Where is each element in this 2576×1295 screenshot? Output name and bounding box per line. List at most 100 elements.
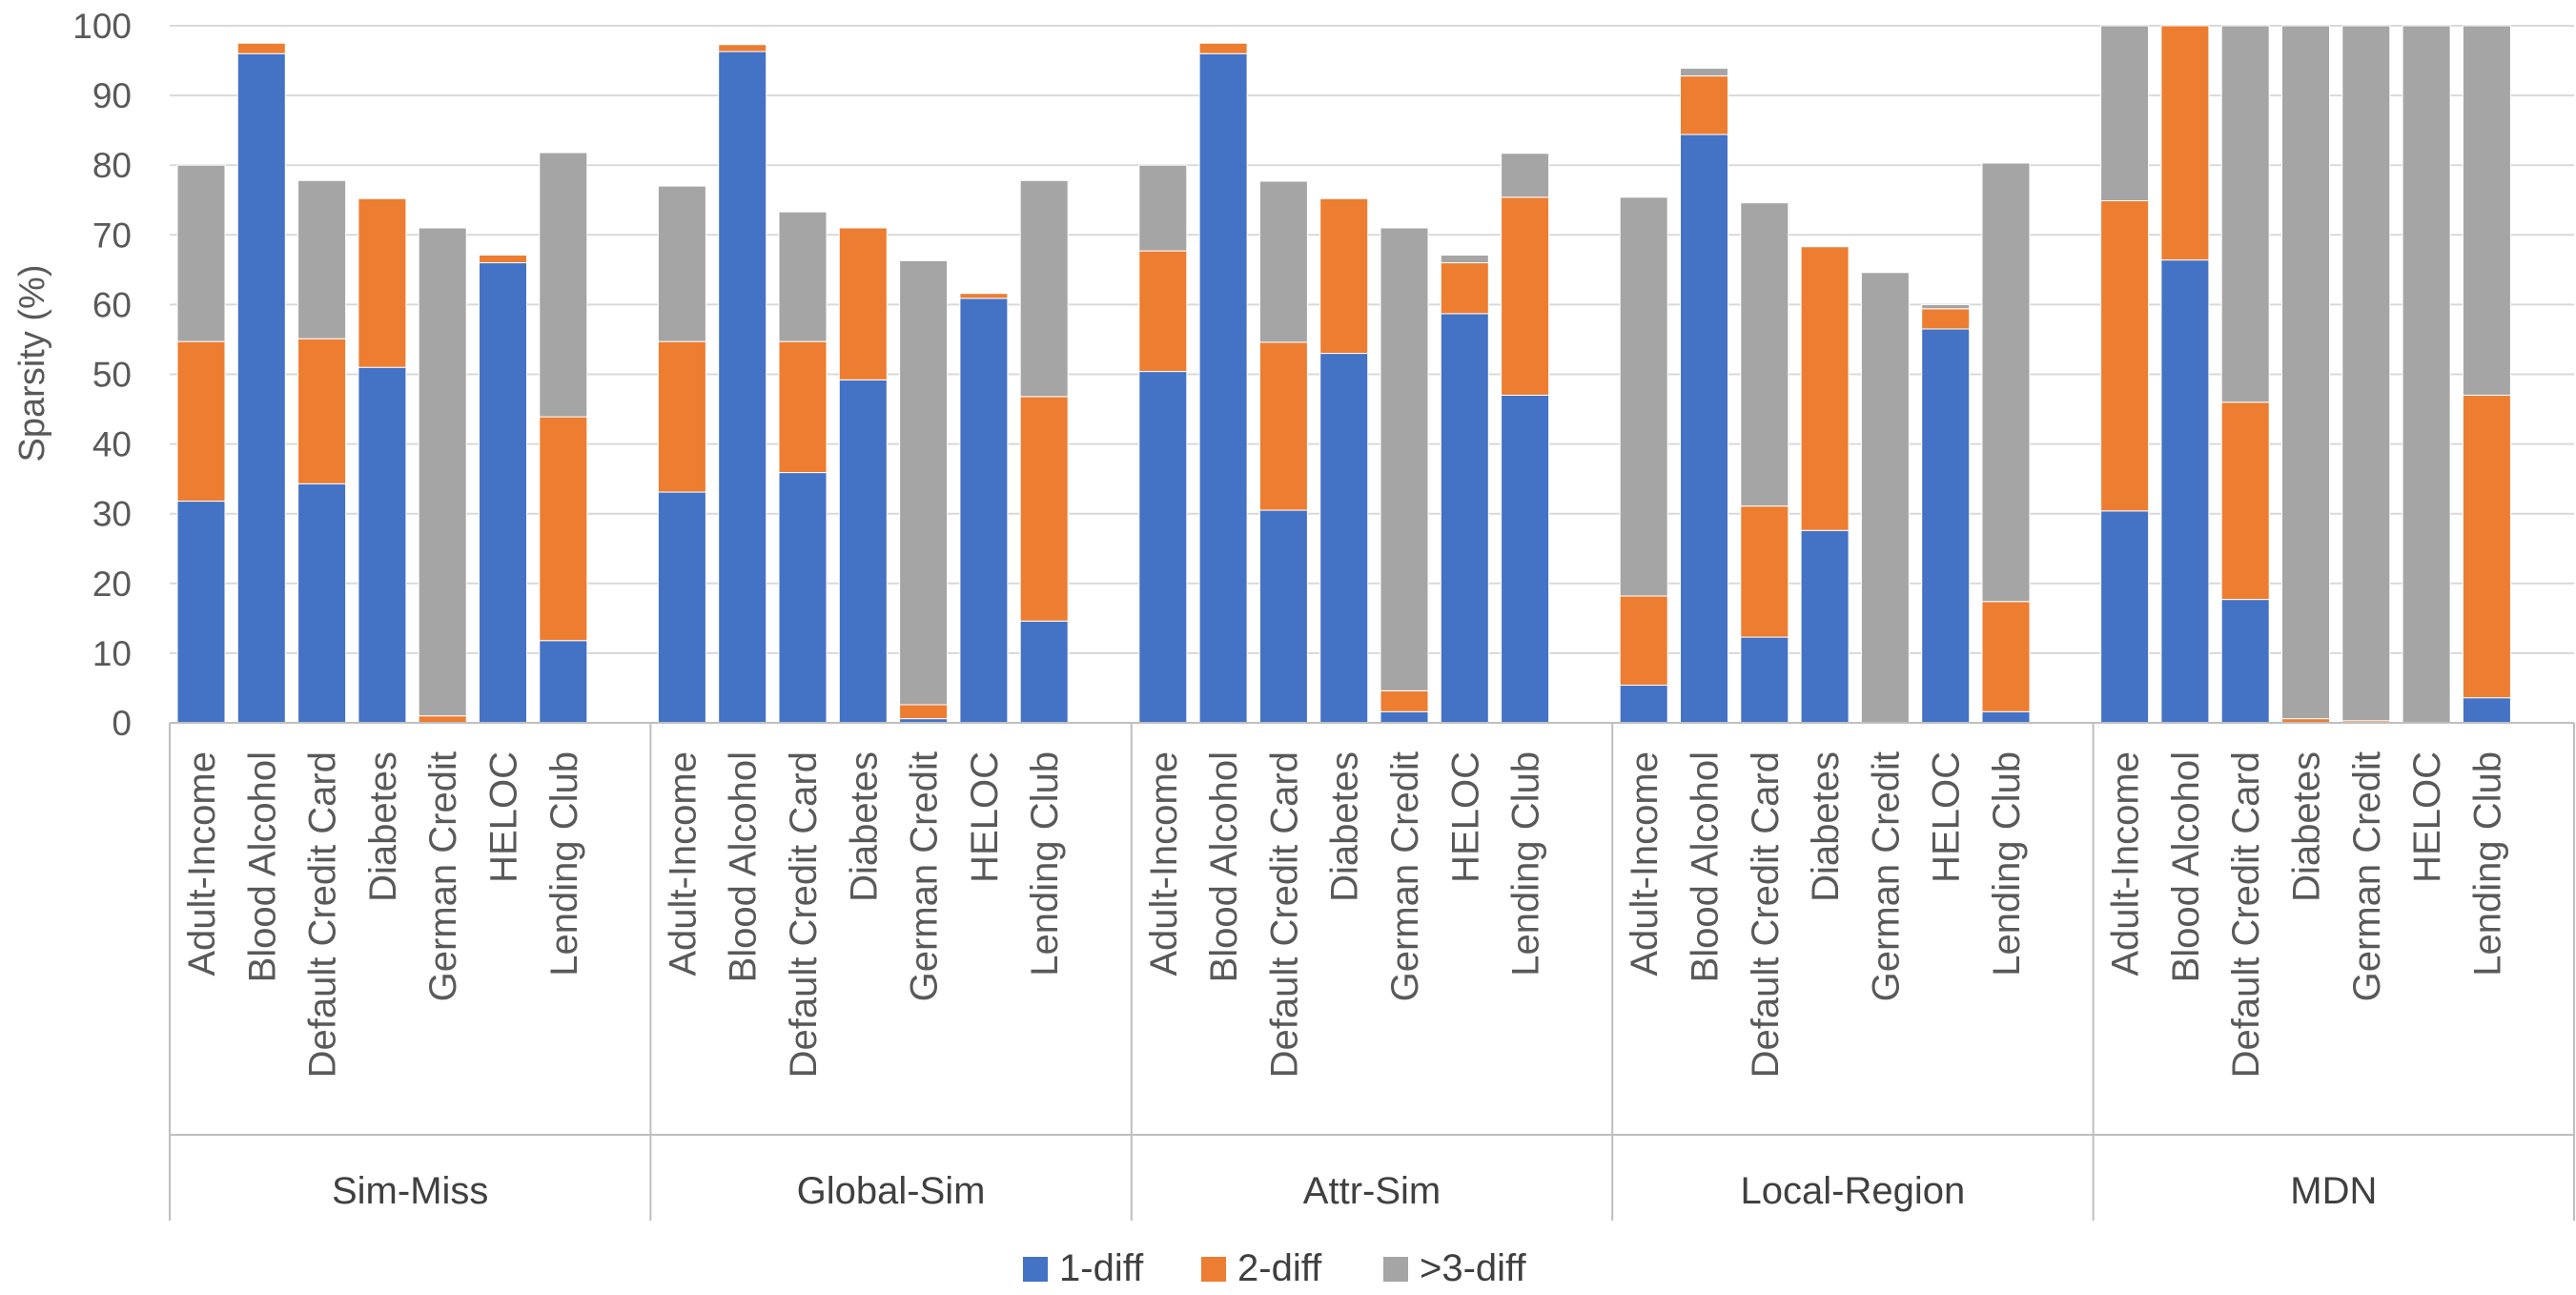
bar-sim-miss-blood-alcohol-1-diff <box>236 52 286 724</box>
y-tick-label: 80 <box>92 146 132 185</box>
x-category-label: HELOC <box>2406 751 2448 883</box>
bar-local-region-default-credit-card-3-diff <box>1740 202 1789 507</box>
x-category-label: Default Credit Card <box>302 751 344 1078</box>
bar-attr-sim-german-credit-2-diff <box>1380 689 1429 712</box>
bar-global-sim-lending-club-2-diff <box>1019 396 1069 622</box>
x-category-label: Blood Alcohol <box>723 751 765 982</box>
bar-local-region-heloc-2-diff <box>1921 308 1971 330</box>
bar-attr-sim-blood-alcohol-2-diff <box>1198 42 1248 54</box>
x-category-label: Blood Alcohol <box>1685 751 1727 982</box>
x-category-label: Default Credit Card <box>2225 751 2267 1078</box>
x-category-label: HELOC <box>964 751 1006 883</box>
x-category-label: Diabetes <box>1805 751 1847 902</box>
x-category-label: Diabetes <box>843 751 885 902</box>
x-category-label: HELOC <box>483 751 525 883</box>
bar-sim-miss-lending-club-3-diff <box>539 152 588 418</box>
bar-global-sim-blood-alcohol-2-diff <box>718 44 767 52</box>
x-category-label: Adult-Income <box>181 751 223 976</box>
bar-attr-sim-heloc-2-diff <box>1440 262 1489 315</box>
x-category-label: Blood Alcohol <box>1203 751 1245 982</box>
bar-global-sim-lending-club-3-diff <box>1019 179 1069 398</box>
x-category-label: Lending Club <box>1024 751 1066 976</box>
bar-mdn-default-credit-card-1-diff <box>2220 599 2270 724</box>
bar-local-region-adult-income-2-diff <box>1619 595 1668 687</box>
y-tick-label: 30 <box>92 495 132 534</box>
bar-local-region-lending-club-1-diff <box>1981 710 2031 724</box>
x-category-label: HELOC <box>1926 751 1968 883</box>
y-tick-label: 0 <box>112 704 132 743</box>
bar-sim-miss-diabetes-1-diff <box>358 366 407 724</box>
x-category-label: German Credit <box>2346 751 2388 1001</box>
x-category-label: Default Credit Card <box>1745 751 1787 1078</box>
bar-global-sim-adult-income-3-diff <box>657 185 706 342</box>
x-category-label: Adult-Income <box>1624 751 1666 976</box>
group-label-attr-sim: Attr-Sim <box>1303 1170 1441 1212</box>
bar-sim-miss-adult-income-2-diff <box>176 340 226 503</box>
bar-sim-miss-default-credit-card-1-diff <box>297 483 347 724</box>
bar-mdn-lending-club-2-diff <box>2462 394 2511 699</box>
bar-sim-miss-lending-club-2-diff <box>539 416 588 642</box>
x-category-label: German Credit <box>1865 751 1907 1001</box>
bar-attr-sim-heloc-3-diff <box>1440 254 1489 264</box>
bar-mdn-german-credit-3-diff <box>2341 25 2391 722</box>
bar-sim-miss-default-credit-card-2-diff <box>297 338 347 484</box>
bar-mdn-heloc-3-diff <box>2402 25 2451 724</box>
x-category-label: German Credit <box>422 751 464 1001</box>
bars <box>176 25 2511 724</box>
bar-mdn-blood-alcohol-1-diff <box>2160 259 2210 724</box>
bar-local-region-blood-alcohol-2-diff <box>1680 75 1728 135</box>
y-tick-label: 60 <box>92 285 132 324</box>
x-category-label: Lending Club <box>543 751 585 976</box>
bar-local-region-adult-income-3-diff <box>1619 196 1668 597</box>
bar-global-sim-blood-alcohol-1-diff <box>718 51 767 724</box>
bar-sim-miss-german-credit-3-diff <box>418 227 467 717</box>
bar-attr-sim-default-credit-card-1-diff <box>1258 509 1308 724</box>
y-tick-label: 50 <box>92 356 132 395</box>
bar-mdn-adult-income-2-diff <box>2100 199 2150 512</box>
bar-local-region-default-credit-card-1-diff <box>1740 636 1789 724</box>
bar-sim-miss-german-credit-2-diff <box>418 715 467 724</box>
bar-attr-sim-adult-income-2-diff <box>1138 250 1188 373</box>
bar-global-sim-default-credit-card-2-diff <box>778 340 828 474</box>
bar-local-region-lending-club-2-diff <box>1981 601 2031 712</box>
bar-mdn-adult-income-3-diff <box>2100 25 2150 201</box>
bar-attr-sim-diabetes-2-diff <box>1319 197 1369 355</box>
bar-attr-sim-lending-club-1-diff <box>1501 394 1550 724</box>
bar-attr-sim-default-credit-card-2-diff <box>1258 341 1308 511</box>
bar-local-region-default-credit-card-2-diff <box>1740 505 1789 638</box>
bar-attr-sim-lending-club-2-diff <box>1501 196 1550 396</box>
bar-global-sim-default-credit-card-1-diff <box>778 472 828 724</box>
legend: 1-diff 2-diff >3-diff <box>1023 1247 1526 1289</box>
legend-label-1-diff: 1-diff <box>1059 1247 1144 1289</box>
bar-global-sim-german-credit-2-diff <box>899 704 949 720</box>
bar-mdn-blood-alcohol-2-diff <box>2160 25 2210 261</box>
x-category-label: Lending Club <box>1505 751 1547 976</box>
bar-global-sim-diabetes-1-diff <box>838 379 888 724</box>
y-tick-label: 70 <box>92 216 132 255</box>
y-tick-label: 40 <box>92 425 132 464</box>
legend-label-2-diff: 2-diff <box>1237 1247 1322 1289</box>
x-category-label: Blood Alcohol <box>2165 751 2207 982</box>
bar-sim-miss-default-credit-card-3-diff <box>297 179 347 339</box>
bar-sim-miss-adult-income-3-diff <box>176 164 226 342</box>
bar-local-region-lending-club-3-diff <box>1981 162 2031 603</box>
bar-mdn-diabetes-3-diff <box>2281 25 2330 720</box>
bar-sim-miss-lending-club-1-diff <box>539 640 588 724</box>
bar-attr-sim-adult-income-3-diff <box>1138 164 1188 252</box>
bar-global-sim-default-credit-card-3-diff <box>778 211 828 342</box>
bar-local-region-diabetes-2-diff <box>1800 246 1850 531</box>
y-tick-label: 10 <box>92 634 132 673</box>
x-category-label: Lending Club <box>1986 751 2028 976</box>
bar-mdn-adult-income-1-diff <box>2100 510 2150 724</box>
y-axis-title: Sparsity (%) <box>12 265 52 462</box>
x-category-label: Diabetes <box>2286 751 2328 902</box>
axes: 0 10 20 30 40 50 60 70 80 90 100 Adult-Income Blood … <box>72 7 2575 1221</box>
bar-global-sim-adult-income-1-diff <box>657 491 706 724</box>
bar-attr-sim-blood-alcohol-1-diff <box>1198 52 1248 724</box>
bar-local-region-blood-alcohol-1-diff <box>1680 134 1728 724</box>
bar-global-sim-heloc-1-diff <box>959 298 1009 724</box>
bar-mdn-default-credit-card-2-diff <box>2220 401 2270 601</box>
bar-mdn-lending-club-3-diff <box>2462 25 2511 396</box>
legend-swatch-2-diff <box>1201 1257 1226 1282</box>
